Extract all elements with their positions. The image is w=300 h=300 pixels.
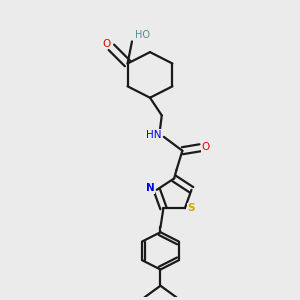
Text: S: S <box>188 203 195 213</box>
Text: N: N <box>146 183 155 193</box>
Text: HN: HN <box>146 130 162 140</box>
Text: O: O <box>102 39 110 49</box>
Text: O: O <box>202 142 210 152</box>
Text: HO: HO <box>135 30 150 40</box>
